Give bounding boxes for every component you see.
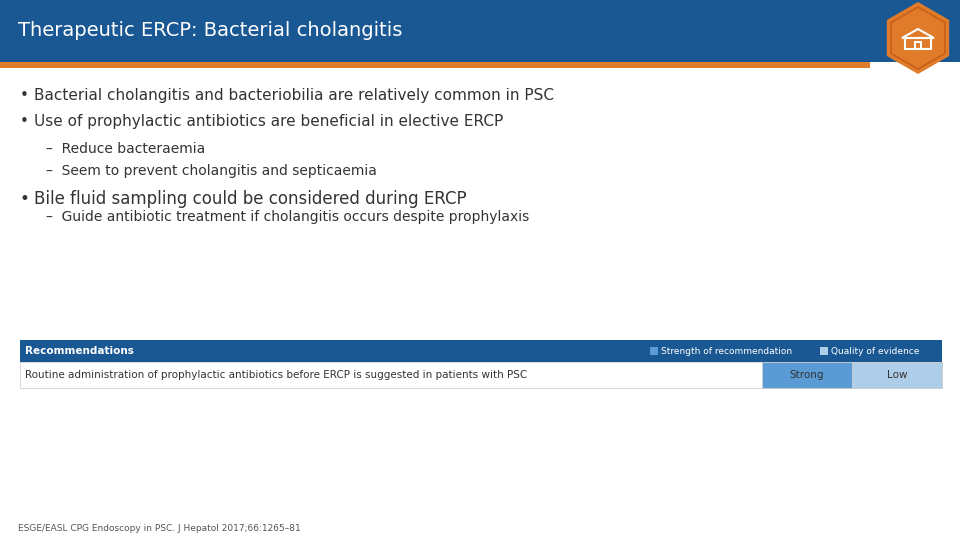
FancyBboxPatch shape [650, 347, 658, 355]
FancyBboxPatch shape [0, 0, 960, 62]
Polygon shape [887, 2, 949, 74]
FancyBboxPatch shape [0, 62, 870, 68]
Text: •: • [20, 190, 30, 208]
Text: •: • [20, 88, 29, 103]
Text: –  Seem to prevent cholangitis and septicaemia: – Seem to prevent cholangitis and septic… [46, 164, 377, 178]
Text: Low: Low [887, 370, 907, 380]
Polygon shape [890, 6, 946, 70]
Text: Therapeutic ERCP: Bacterial cholangitis: Therapeutic ERCP: Bacterial cholangitis [18, 22, 402, 40]
Text: Bacterial cholangitis and bacteriobilia are relatively common in PSC: Bacterial cholangitis and bacteriobilia … [34, 88, 554, 103]
Text: –  Guide antibiotic treatment if cholangitis occurs despite prophylaxis: – Guide antibiotic treatment if cholangi… [46, 210, 529, 224]
FancyBboxPatch shape [762, 362, 852, 388]
Text: Recommendations: Recommendations [25, 346, 133, 356]
Text: ESGE/EASL CPG Endoscopy in PSC. J Hepatol 2017;66:1265–81: ESGE/EASL CPG Endoscopy in PSC. J Hepato… [18, 524, 300, 533]
Text: Quality of evidence: Quality of evidence [831, 347, 920, 355]
FancyBboxPatch shape [820, 347, 828, 355]
Text: Strong: Strong [790, 370, 825, 380]
Text: Bile fluid sampling could be considered during ERCP: Bile fluid sampling could be considered … [34, 190, 467, 208]
FancyBboxPatch shape [852, 362, 942, 388]
Text: •: • [20, 114, 29, 129]
Text: Routine administration of prophylactic antibiotics before ERCP is suggested in p: Routine administration of prophylactic a… [25, 370, 527, 380]
Polygon shape [892, 8, 944, 68]
Text: Strength of recommendation: Strength of recommendation [661, 347, 792, 355]
FancyBboxPatch shape [20, 362, 942, 388]
FancyBboxPatch shape [20, 340, 942, 362]
Text: –  Reduce bacteraemia: – Reduce bacteraemia [46, 142, 205, 156]
Text: Use of prophylactic antibiotics are beneficial in elective ERCP: Use of prophylactic antibiotics are bene… [34, 114, 503, 129]
